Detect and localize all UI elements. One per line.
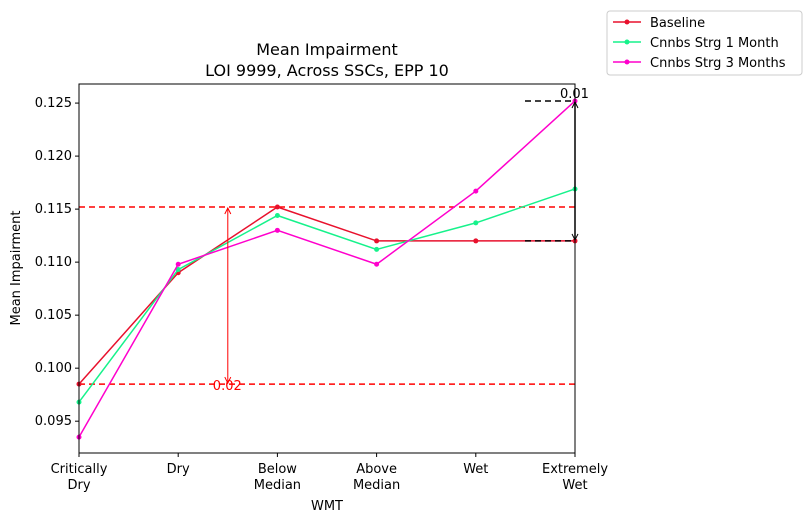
chart-title: Mean Impairment — [256, 40, 398, 59]
chart-subtitle: LOI 9999, Across SSCs, EPP 10 — [205, 61, 449, 80]
y-tick-label-2: 0.105 — [35, 308, 72, 323]
annotation-arrowhead-bottom-0 — [224, 376, 232, 385]
legend: Baseline Cnnbs Strg 1 Month Cnnbs Strg 3 M… — [606, 10, 803, 76]
series-2-point-3 — [374, 261, 380, 267]
axes: 0.095 0.100 0.105 0.110 0.115 0.120 0.125 Criti… — [35, 83, 608, 493]
legend-label-0: Baseline — [650, 16, 705, 31]
legend-marker-1 — [624, 39, 630, 45]
series-0-point-3 — [374, 238, 380, 244]
y-tick-label-1: 0.100 — [35, 361, 72, 376]
legend-marker-0 — [624, 19, 630, 25]
series-0-point-4 — [473, 238, 479, 244]
x-tick-label-1: Dry — [167, 462, 190, 477]
x-tick-label-0: Critically Dry — [51, 462, 108, 493]
y-tick-label-5: 0.120 — [35, 149, 72, 164]
series-1-point-1 — [175, 267, 181, 273]
series-1-point-4 — [473, 220, 479, 226]
series-2-point-1 — [175, 261, 181, 267]
series-line-0 — [78, 206, 575, 385]
annotation-label-0: 0.02 — [213, 379, 242, 394]
legend-marker-2 — [624, 59, 630, 65]
series-2-point-2 — [274, 227, 280, 233]
annotation-arrowhead-top-0 — [224, 206, 232, 215]
x-tick-label-2: Below Median — [254, 462, 301, 493]
legend-box — [606, 10, 803, 76]
y-tick-label-6: 0.125 — [35, 96, 72, 111]
y-tick-label-3: 0.110 — [35, 255, 72, 270]
x-axis-title: WMT — [311, 499, 343, 514]
x-tick-label-5: Extremely Wet — [542, 462, 608, 493]
series-1-point-2 — [274, 212, 280, 218]
legend-label-2: Cnnbs Strg 3 Months — [650, 56, 786, 71]
y-tick-label-0: 0.095 — [35, 414, 72, 429]
plot-area: 0.02 0.01 — [76, 87, 589, 440]
series-line-1 — [78, 188, 576, 403]
series-0-point-2 — [274, 204, 280, 210]
x-tick-label-3: Above Median — [353, 462, 400, 493]
x-tick-label-4: Wet — [463, 462, 488, 477]
plot-frame — [78, 83, 576, 454]
series-1-point-3 — [374, 246, 380, 252]
annotation-label-1: 0.01 — [560, 87, 589, 102]
y-axis-title: Mean Impairment — [9, 211, 24, 326]
series-2-point-4 — [473, 188, 479, 194]
y-tick-label-4: 0.115 — [35, 202, 72, 217]
legend-label-1: Cnnbs Strg 1 Month — [650, 36, 779, 51]
series-line-2 — [78, 100, 576, 438]
